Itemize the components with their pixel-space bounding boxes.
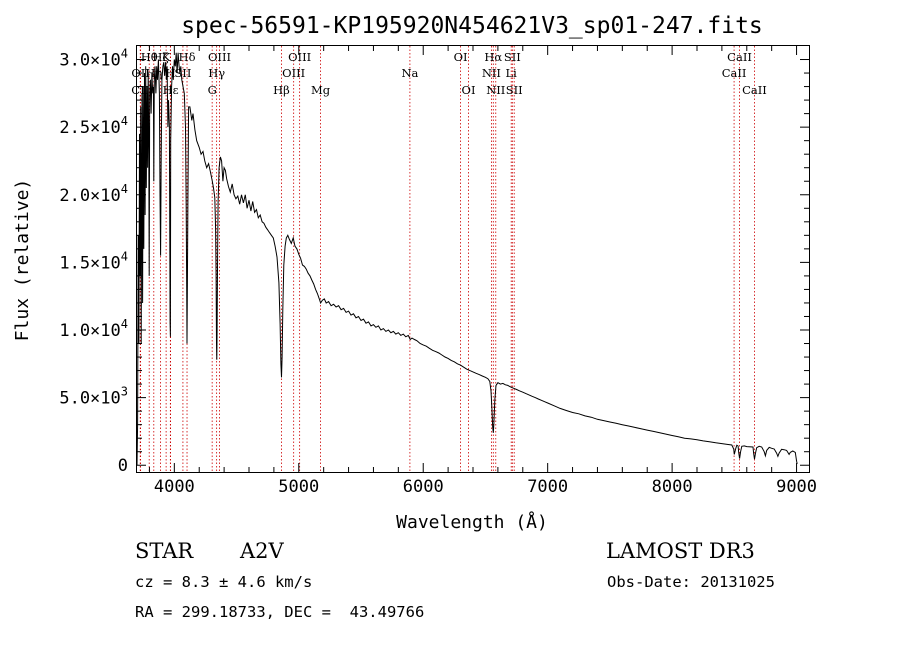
redshift-cz: cz = 8.3 ± 4.6 km/s xyxy=(135,573,313,591)
x-tick-label-1: 5000 xyxy=(278,477,319,497)
line-label-27: CaII xyxy=(727,50,752,64)
line-label-24: SII xyxy=(504,50,521,64)
line-label-11: Hγ xyxy=(208,66,225,80)
y-tick-label-1: 5.0×103 xyxy=(59,385,128,409)
x-tick-label-0: 4000 xyxy=(154,477,195,497)
line-label-12: OIII xyxy=(208,50,231,64)
line-label-17: Na xyxy=(401,66,418,80)
x-tick-label-5: 9000 xyxy=(776,477,817,497)
spectrum-chart: spec-56591-KP195920N454621V3_sp01-247.fi… xyxy=(12,13,817,533)
x-tick-label-4: 8000 xyxy=(652,477,693,497)
chart-title: spec-56591-KP195920N454621V3_sp01-247.fi… xyxy=(181,13,763,39)
line-label-5: Hε xyxy=(163,83,179,97)
y-tick-label-5: 2.5×104 xyxy=(59,114,128,138)
y-tick-label-0: 0 xyxy=(118,456,128,476)
plot-frame xyxy=(136,45,810,473)
x-tick-label-3: 7000 xyxy=(527,477,568,497)
y-tick-label-6: 3.0×104 xyxy=(59,47,128,71)
line-label-9: Hδ xyxy=(179,50,196,64)
line-label-7: H xyxy=(165,66,175,80)
line-label-14: OIII xyxy=(282,66,305,80)
x-axis-label: Wavelength (Å) xyxy=(396,511,548,533)
line-label-25: SII xyxy=(506,83,523,97)
object-class: STAR xyxy=(135,539,194,563)
survey-name: LAMOST DR3 xyxy=(606,539,755,563)
line-label-13: Hβ xyxy=(273,83,290,97)
y-axis-ticks: 0 5.0×103 1.0×104 1.5×104 2.0×104 2.5×104 3.0×… xyxy=(59,47,809,476)
line-label-16: Mg xyxy=(311,83,331,97)
observation-date: Obs-Date: 20131025 xyxy=(607,573,775,591)
line-label-15: OIII xyxy=(288,50,311,64)
x-tick-label-2: 6000 xyxy=(403,477,444,497)
line-label-8: SII xyxy=(174,66,191,80)
line-label-22: NII xyxy=(486,83,505,97)
y-tick-label-3: 1.5×104 xyxy=(59,249,128,273)
x-axis-ticks: 4000 5000 6000 7000 8000 9000 xyxy=(148,46,817,497)
y-axis-label: Flux (relative) xyxy=(12,179,33,342)
line-label-10: G xyxy=(208,83,217,97)
line-label-23: Li xyxy=(506,66,518,80)
line-label-20: NII xyxy=(482,66,501,80)
line-label-19: OI xyxy=(462,83,476,97)
line-label-21: Hα xyxy=(484,50,502,64)
line-label-2: Hθ xyxy=(141,50,158,64)
line-label-28: CaII xyxy=(742,83,767,97)
coordinates: RA = 299.18733, DEC = 43.49766 xyxy=(135,603,425,621)
line-label-4: Hζ xyxy=(152,50,168,64)
y-tick-label-4: 2.0×104 xyxy=(59,182,128,206)
spectral-subclass: A2V xyxy=(240,539,284,563)
line-label-6: K xyxy=(162,50,171,64)
line-label-26: CaII xyxy=(722,66,747,80)
spectrum-line xyxy=(136,52,798,466)
y-tick-label-2: 1.0×104 xyxy=(59,317,128,341)
line-label-18: OI xyxy=(454,50,468,64)
emission-line-markers xyxy=(139,46,755,472)
